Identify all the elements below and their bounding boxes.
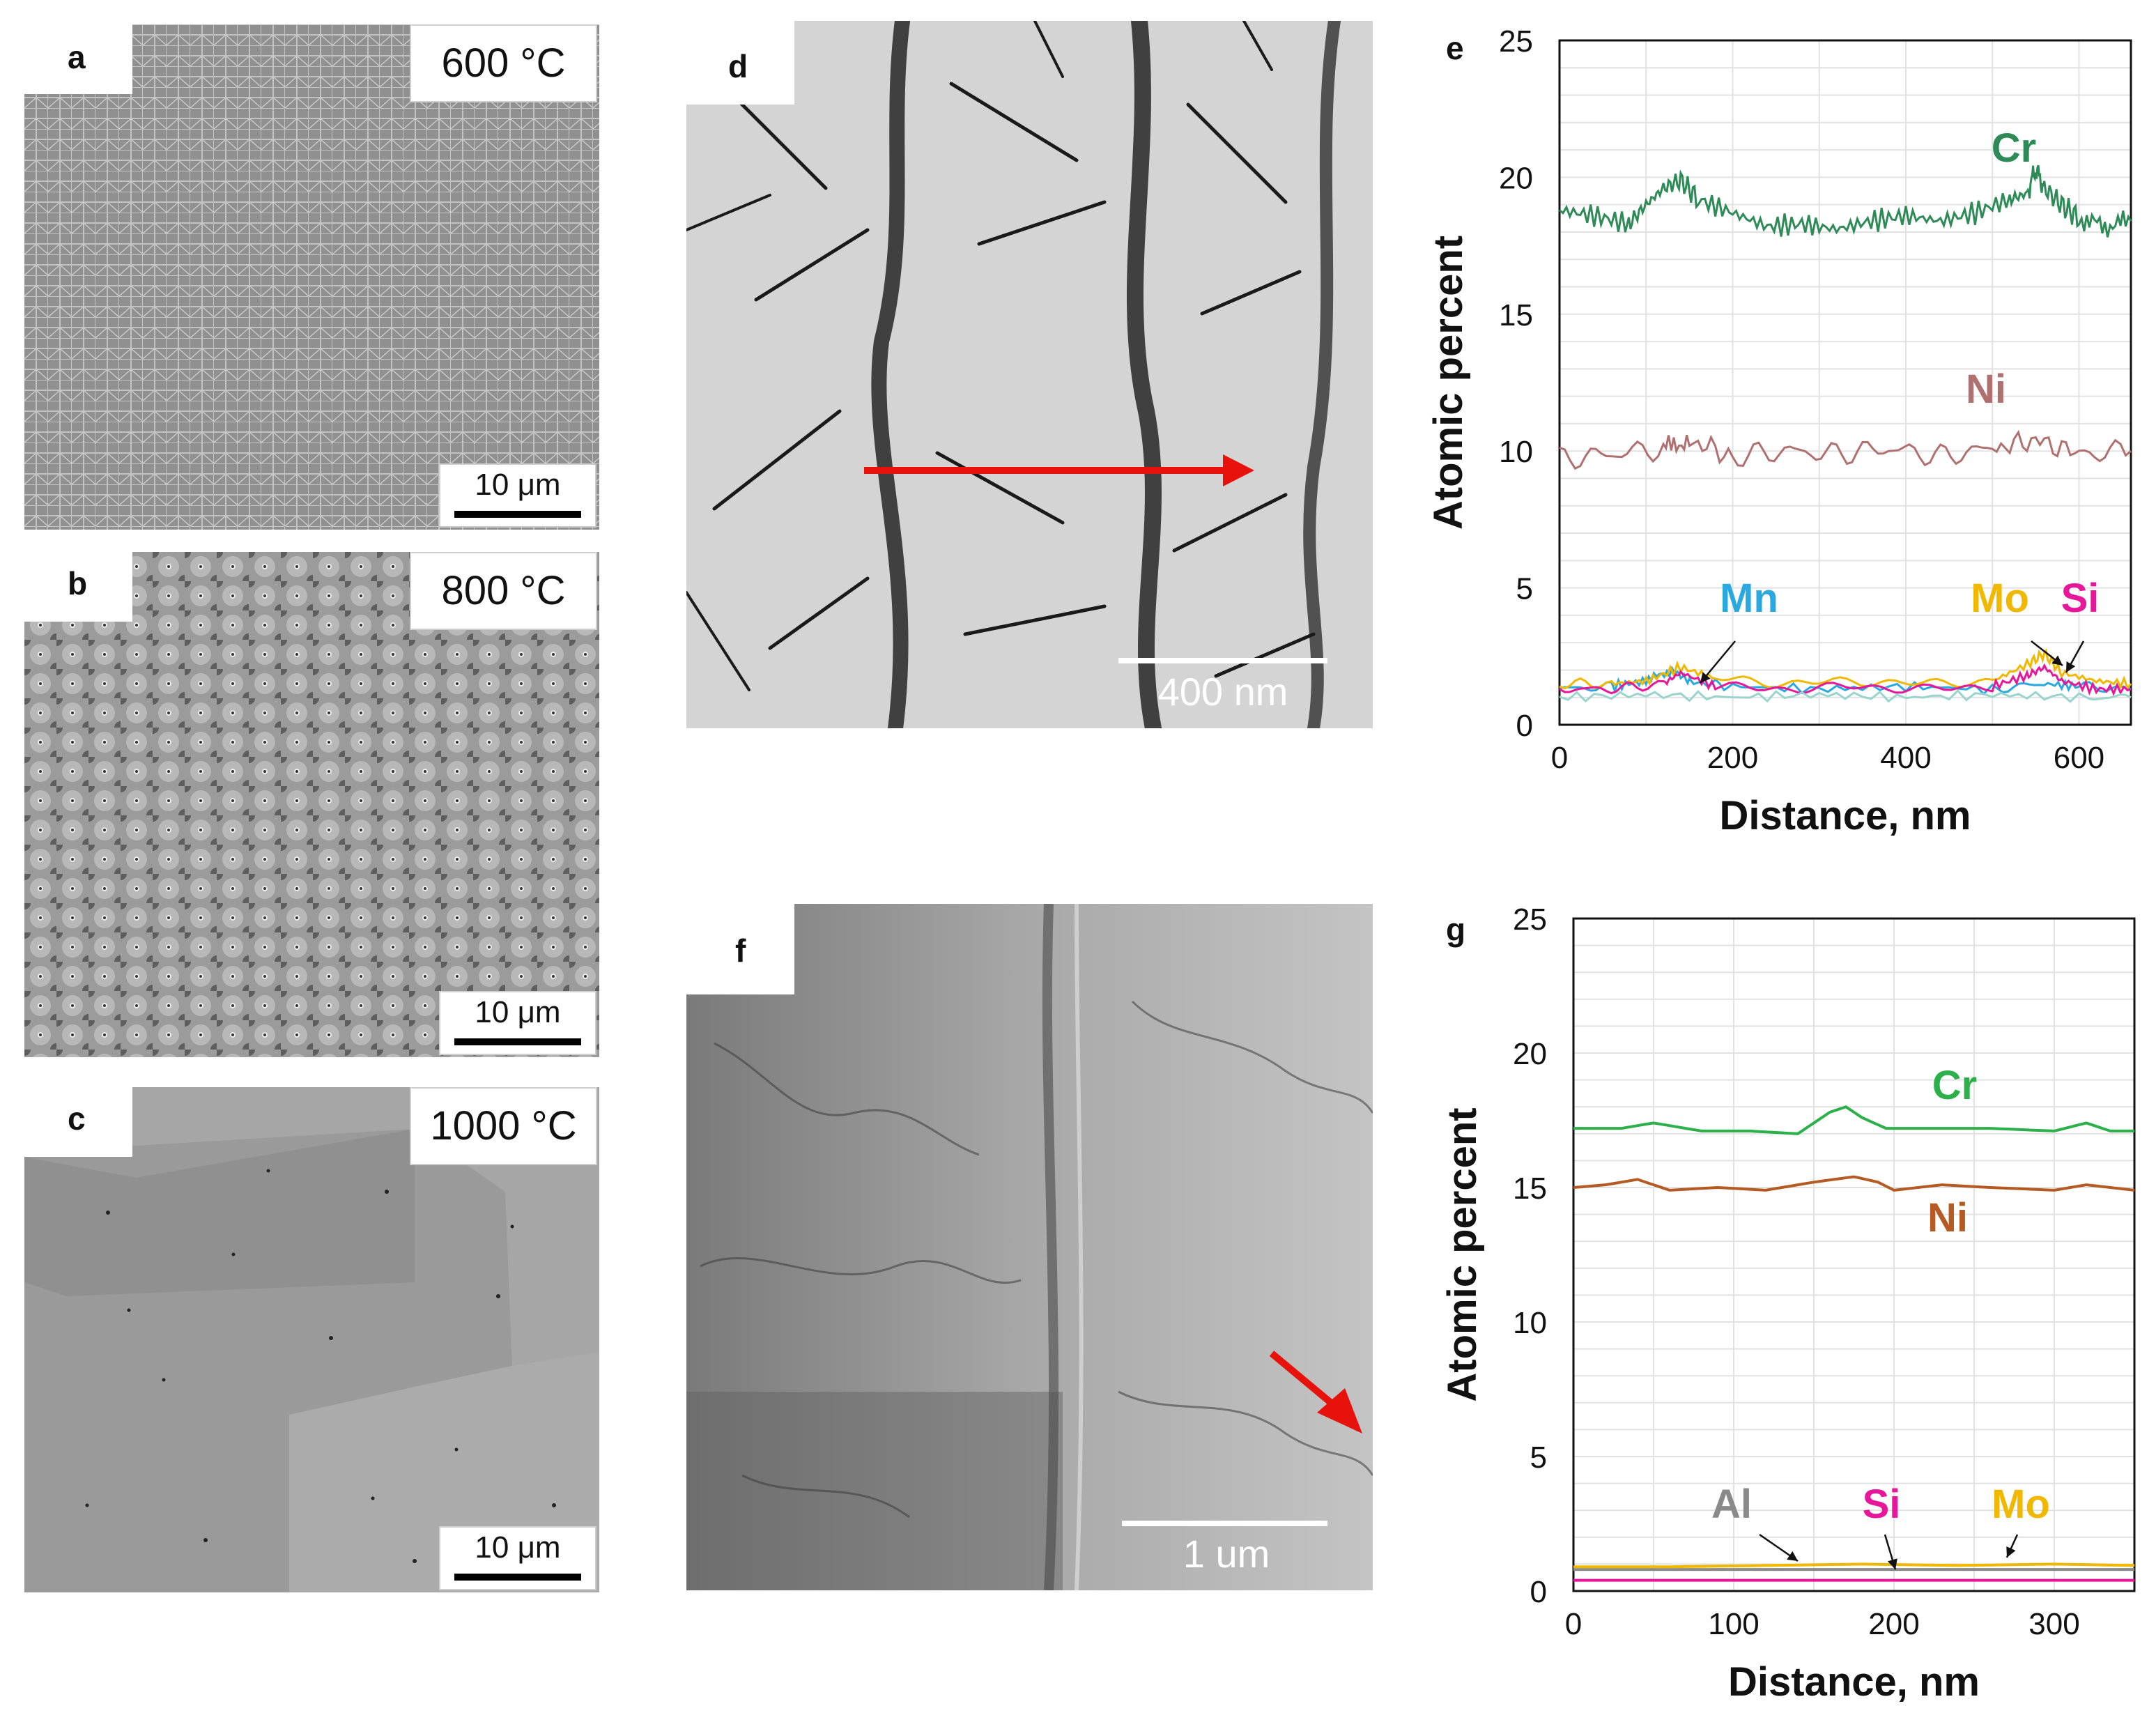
chart-g-frame xyxy=(1572,917,2136,1592)
x-axis-label: Distance, nm xyxy=(1728,1659,1980,1705)
y-tick-label: 20 xyxy=(1499,161,1533,195)
y-tick-label: 5 xyxy=(1530,1440,1547,1475)
x-tick-label: 0 xyxy=(1551,741,1568,775)
x-tick-label: 400 xyxy=(1880,741,1931,775)
panel-c-tab xyxy=(24,1087,132,1157)
series-line-ni xyxy=(1559,429,2132,470)
panel-a-temperature: 600 °C xyxy=(410,24,597,102)
micrograph-c: c 1000 °C 10 μm xyxy=(24,1087,599,1592)
panel-a-scalebar: 10 μm xyxy=(439,463,596,528)
pointer-arrowhead-si xyxy=(1887,1558,1897,1569)
series-label-cr: Cr xyxy=(1992,125,2036,171)
panel-b-letter: b xyxy=(68,565,88,601)
series-label-si: Si xyxy=(2061,576,2100,621)
chart-e-frame xyxy=(1558,39,2132,726)
panel-c-letter: c xyxy=(68,1100,86,1137)
x-tick-label: 0 xyxy=(1565,1607,1582,1641)
x-tick-label: 600 xyxy=(2054,741,2104,775)
y-tick-label: 15 xyxy=(1513,1171,1547,1206)
panel-b-temperature: 800 °C xyxy=(410,552,597,630)
y-tick-label: 0 xyxy=(1530,1575,1547,1609)
panel-f-letter: f xyxy=(735,932,746,969)
series-label-ni: Ni xyxy=(1927,1195,1968,1240)
y-tick-label: 0 xyxy=(1516,709,1533,743)
y-axis-label: Atomic percent xyxy=(1440,1107,1485,1401)
y-tick-label: 10 xyxy=(1499,435,1533,469)
micrograph-a: a 600 °C 10 μm xyxy=(24,24,599,530)
pointer-arrowhead-si xyxy=(2066,661,2076,673)
line-scan-arrow-f xyxy=(1269,1351,1337,1408)
y-tick-label: 5 xyxy=(1516,572,1533,606)
micrograph-b: b 800 °C 10 μm xyxy=(24,552,599,1057)
y-tick-label: 20 xyxy=(1513,1037,1547,1071)
line-scan-arrowhead-d xyxy=(1223,454,1254,486)
panel-a-letter: a xyxy=(68,39,86,75)
panel-b-scalebar: 10 μm xyxy=(439,991,596,1055)
micrograph-f-image xyxy=(686,904,1373,1590)
panel-d-tab xyxy=(686,21,794,105)
panel-g-letter: g xyxy=(1446,912,1466,948)
series-line-unlabeled xyxy=(1559,689,2132,703)
chart-e: 0 5 10 15 20 25 0 200 400 600 Distance, nm Atomic p… xyxy=(1426,24,2132,838)
chart-g-grid xyxy=(1573,918,2135,1592)
y-tick-label: 15 xyxy=(1499,298,1533,332)
micrograph-d-image xyxy=(686,21,1373,728)
pointer-arrowhead-al xyxy=(1787,1551,1798,1561)
line-scan-arrowhead-f xyxy=(1317,1388,1362,1434)
pointer-arrowhead-mo xyxy=(2051,655,2063,666)
series-label-cr: Cr xyxy=(1932,1063,1977,1108)
series-label-mn: Mn xyxy=(1720,576,1778,621)
panel-b-tab xyxy=(24,552,132,622)
pointer-arrowhead-mn xyxy=(1700,672,1711,683)
series-label-si: Si xyxy=(1863,1482,1901,1527)
series-line-mo xyxy=(1573,1562,2135,1569)
panel-b-scale-label: 10 μm xyxy=(475,995,561,1029)
series-label-ni: Ni xyxy=(1966,367,2006,412)
series-line-cr xyxy=(1573,1105,2134,1135)
x-tick-label: 200 xyxy=(1707,741,1758,775)
panel-a-scale-label: 10 μm xyxy=(475,468,561,502)
x-tick-label: 100 xyxy=(1708,1607,1759,1641)
series-label-al: Al xyxy=(1711,1482,1752,1527)
panel-e-letter: e xyxy=(1446,30,1464,66)
panel-d-letter: d xyxy=(728,48,748,84)
y-tick-label: 25 xyxy=(1499,24,1533,59)
micrograph-a-image xyxy=(24,24,599,530)
series-line-mo xyxy=(1559,648,2132,691)
panel-c-scale-line xyxy=(454,1574,581,1581)
x-axis-label: Distance, nm xyxy=(1720,793,1971,838)
panel-d-scale-label: 400 nm xyxy=(1157,670,1288,714)
chart-g: 0 5 10 15 20 25 0 100 200 300 Distance, nm Atomic p… xyxy=(1440,902,2136,1705)
panel-f-scale-line xyxy=(1122,1521,1327,1526)
micrograph-f: f 1 um xyxy=(686,904,1373,1590)
panel-a-scale-line xyxy=(454,511,581,518)
y-tick-label: 25 xyxy=(1513,902,1547,937)
micrograph-d: d 400 nm xyxy=(686,21,1373,728)
y-tick-label: 10 xyxy=(1513,1306,1547,1340)
panel-a-tab xyxy=(24,24,132,94)
series-line-ni xyxy=(1573,1175,2135,1192)
panel-c-scalebar: 10 μm xyxy=(439,1526,596,1590)
panel-f-scale-label: 1 um xyxy=(1183,1532,1270,1576)
panel-c-scale-label: 10 μm xyxy=(475,1530,561,1565)
pointer-arrowhead-mo xyxy=(2006,1546,2016,1558)
series-label-mo: Mo xyxy=(1992,1482,2050,1527)
panel-d-scale-line xyxy=(1118,658,1327,663)
chart-e-grid xyxy=(1559,40,2131,725)
x-tick-label: 200 xyxy=(1868,1607,1919,1641)
micrograph-c-image xyxy=(24,1087,599,1592)
series-line-si xyxy=(1559,663,2132,696)
series-line-cr xyxy=(1559,164,2132,238)
micrograph-b-image xyxy=(24,552,599,1057)
x-tick-label: 300 xyxy=(2028,1607,2079,1641)
panel-c-temperature: 1000 °C xyxy=(410,1087,597,1165)
y-axis-label: Atomic percent xyxy=(1426,236,1471,530)
series-label-mo: Mo xyxy=(1971,576,2029,621)
panel-b-scale-line xyxy=(454,1038,581,1045)
